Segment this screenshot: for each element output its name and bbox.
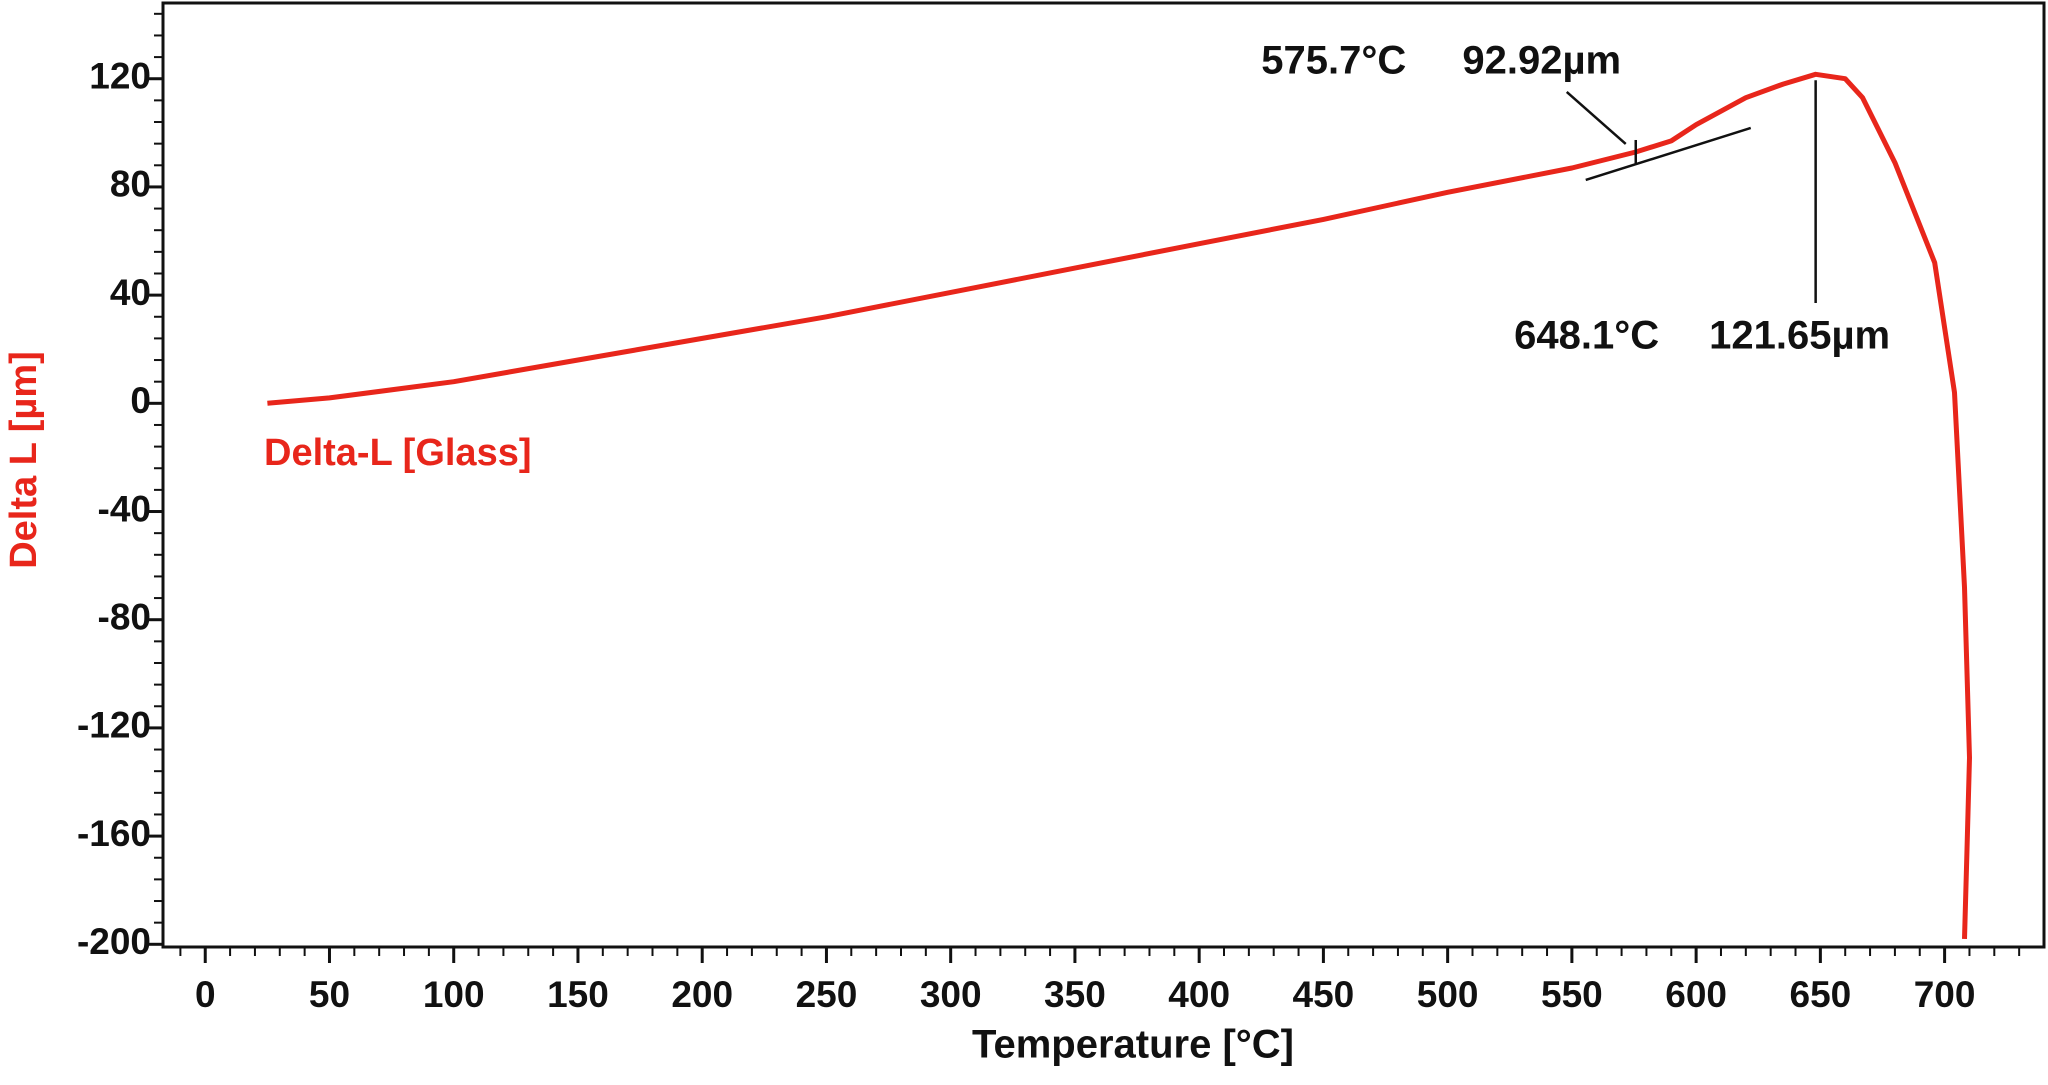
x-tick-label: 700 (1914, 974, 1976, 1015)
leader-line (1565, 91, 1627, 145)
data-line (267, 71, 1972, 939)
x-tick-label: 50 (309, 974, 350, 1015)
plot-frame (161, 1, 2046, 949)
x-tick-label: 250 (796, 974, 858, 1015)
x-tick-label: 200 (671, 974, 733, 1015)
x-tick-label: 650 (1790, 974, 1852, 1015)
x-tick-label: 550 (1541, 974, 1603, 1015)
x-tick-label: 600 (1665, 974, 1727, 1015)
y-tick-label: -40 (98, 488, 151, 529)
x-tick-label: 400 (1168, 974, 1230, 1015)
y-tick-label: 0 (130, 380, 151, 421)
tangent-line (1585, 126, 1752, 182)
y-tick-label: -120 (77, 705, 151, 746)
y-tick-label: -200 (77, 921, 151, 962)
annotation-y-label: 92.92µm (1462, 39, 1621, 83)
x-tick-label: 500 (1417, 974, 1479, 1015)
y-axis-title: Delta L [µm] (3, 351, 45, 569)
x-tick-label: 150 (547, 974, 609, 1015)
annotation-x-label: 648.1°C (1514, 314, 1659, 358)
x-axis-title: Temperature [°C] (972, 1023, 1294, 1067)
x-tick-label: 450 (1293, 974, 1355, 1015)
x-tick-label: 350 (1044, 974, 1106, 1015)
y-tick-label: 80 (110, 164, 151, 205)
x-tick-label: 100 (423, 974, 485, 1015)
y-tick-label: 40 (110, 272, 151, 313)
y-tick-label: -160 (77, 813, 151, 854)
y-tick-label: 120 (89, 56, 151, 97)
x-tick-label: 0 (195, 974, 216, 1015)
series-label: Delta-L [Glass] (264, 432, 531, 474)
annotation-x-label: 575.7°C (1261, 39, 1406, 83)
x-tick-label: 300 (920, 974, 982, 1015)
annotation-y-label: 121.65µm (1709, 314, 1890, 358)
y-tick-label: -80 (98, 596, 151, 637)
